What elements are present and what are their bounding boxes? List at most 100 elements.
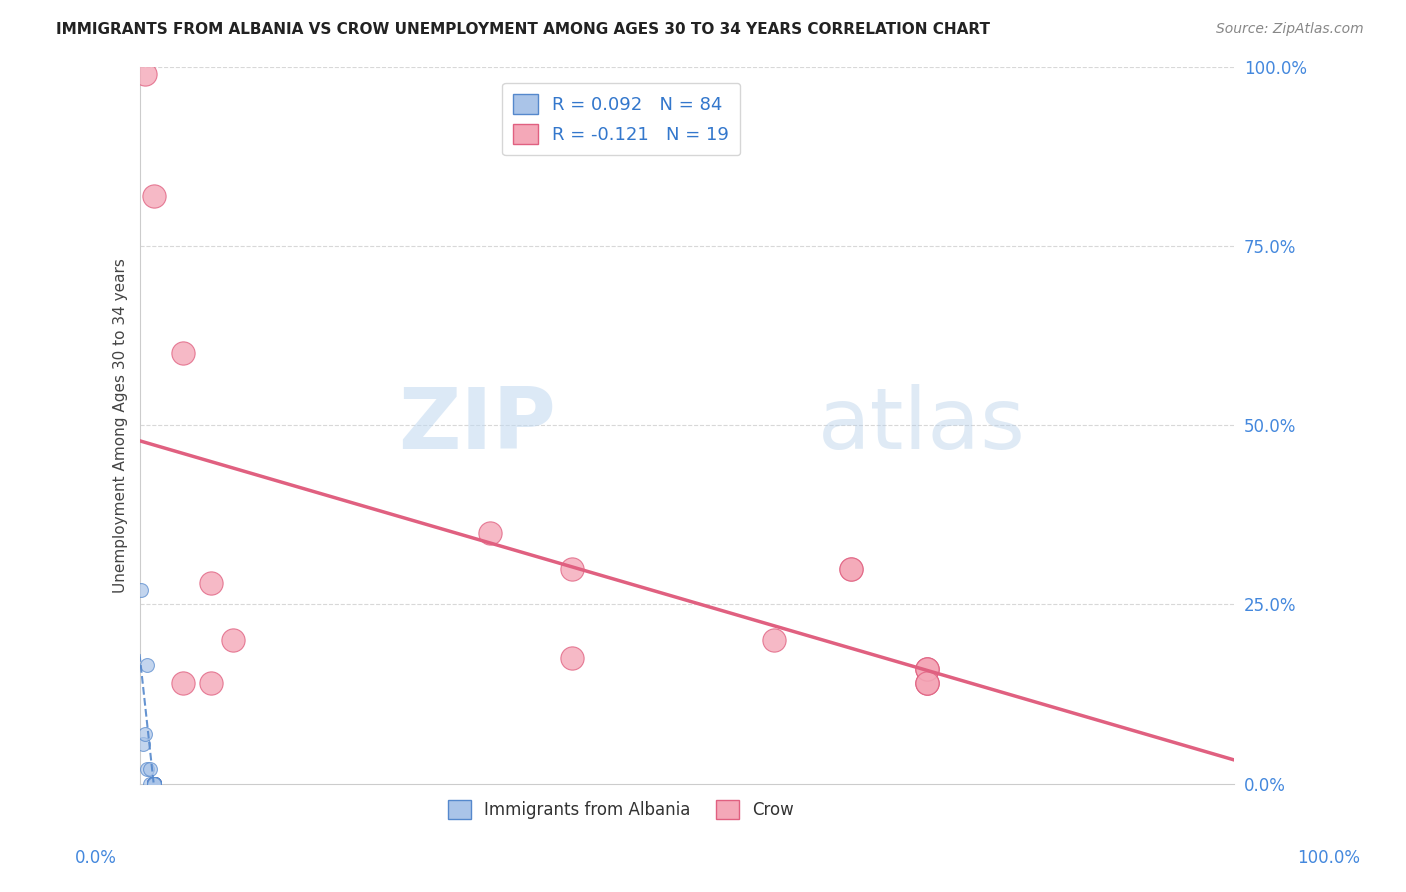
Point: [142, 188, 165, 202]
Point: [142, 777, 165, 791]
Point: [142, 777, 165, 791]
Point: [561, 561, 583, 575]
Point: [142, 777, 165, 791]
Point: [139, 763, 162, 777]
Point: [172, 346, 194, 360]
Point: [142, 777, 165, 791]
Point: [142, 777, 165, 791]
Point: [142, 777, 165, 791]
Point: [142, 777, 165, 791]
Point: [142, 777, 165, 791]
Point: [917, 662, 939, 676]
Point: [142, 777, 165, 791]
Point: [142, 777, 165, 791]
Legend: Immigrants from Albania, Crow: Immigrants from Albania, Crow: [441, 793, 801, 826]
Point: [561, 651, 583, 665]
Point: [142, 777, 165, 791]
Point: [136, 658, 159, 673]
Point: [142, 777, 165, 791]
Point: [142, 777, 165, 791]
Point: [142, 777, 165, 791]
Point: [142, 777, 165, 791]
Point: [142, 777, 165, 791]
Point: [172, 676, 194, 690]
Point: [142, 777, 165, 791]
Point: [200, 576, 222, 591]
Point: [142, 777, 165, 791]
Point: [132, 737, 155, 751]
Point: [917, 676, 939, 690]
Point: [142, 777, 165, 791]
Point: [142, 777, 165, 791]
Point: [142, 777, 165, 791]
Text: 100.0%: 100.0%: [1298, 849, 1360, 867]
Point: [142, 777, 165, 791]
Point: [917, 662, 939, 676]
Point: [142, 777, 165, 791]
Point: [142, 777, 165, 791]
Point: [142, 777, 165, 791]
Point: [142, 777, 165, 791]
Point: [142, 777, 165, 791]
Point: [136, 763, 159, 777]
Point: [142, 777, 165, 791]
Point: [142, 777, 165, 791]
Point: [142, 777, 165, 791]
Point: [917, 676, 939, 690]
Point: [134, 726, 156, 740]
Point: [142, 777, 165, 791]
Point: [142, 777, 165, 791]
Point: [142, 777, 165, 791]
Point: [142, 777, 165, 791]
Point: [142, 777, 165, 791]
Point: [142, 777, 165, 791]
Point: [142, 777, 165, 791]
Point: [142, 777, 165, 791]
Point: [142, 777, 165, 791]
Point: [142, 777, 165, 791]
Point: [142, 777, 165, 791]
Point: [142, 777, 165, 791]
Point: [142, 777, 165, 791]
Point: [142, 777, 165, 791]
Point: [839, 561, 862, 575]
Point: [142, 777, 165, 791]
Point: [142, 777, 165, 791]
Point: [142, 777, 165, 791]
Text: IMMIGRANTS FROM ALBANIA VS CROW UNEMPLOYMENT AMONG AGES 30 TO 34 YEARS CORRELATI: IMMIGRANTS FROM ALBANIA VS CROW UNEMPLOY…: [56, 22, 990, 37]
Text: Source: ZipAtlas.com: Source: ZipAtlas.com: [1216, 22, 1364, 37]
Y-axis label: Unemployment Among Ages 30 to 34 years: Unemployment Among Ages 30 to 34 years: [114, 258, 128, 592]
Text: atlas: atlas: [818, 384, 1026, 467]
Point: [142, 777, 165, 791]
Point: [142, 777, 165, 791]
Point: [200, 676, 222, 690]
Point: [917, 676, 939, 690]
Point: [142, 777, 165, 791]
Point: [142, 777, 165, 791]
Point: [142, 777, 165, 791]
Point: [142, 777, 165, 791]
Point: [221, 633, 243, 648]
Point: [142, 777, 165, 791]
Point: [142, 777, 165, 791]
Point: [763, 633, 786, 648]
Point: [142, 777, 165, 791]
Point: [478, 525, 501, 540]
Point: [142, 777, 165, 791]
Point: [142, 777, 165, 791]
Point: [142, 777, 165, 791]
Point: [917, 662, 939, 676]
Point: [142, 777, 165, 791]
Point: [142, 777, 165, 791]
Point: [142, 777, 165, 791]
Point: [142, 777, 165, 791]
Point: [142, 777, 165, 791]
Text: ZIP: ZIP: [398, 384, 555, 467]
Point: [839, 561, 862, 575]
Point: [134, 67, 156, 81]
Point: [142, 777, 165, 791]
Point: [139, 777, 162, 791]
Point: [142, 777, 165, 791]
Point: [142, 777, 165, 791]
Point: [142, 777, 165, 791]
